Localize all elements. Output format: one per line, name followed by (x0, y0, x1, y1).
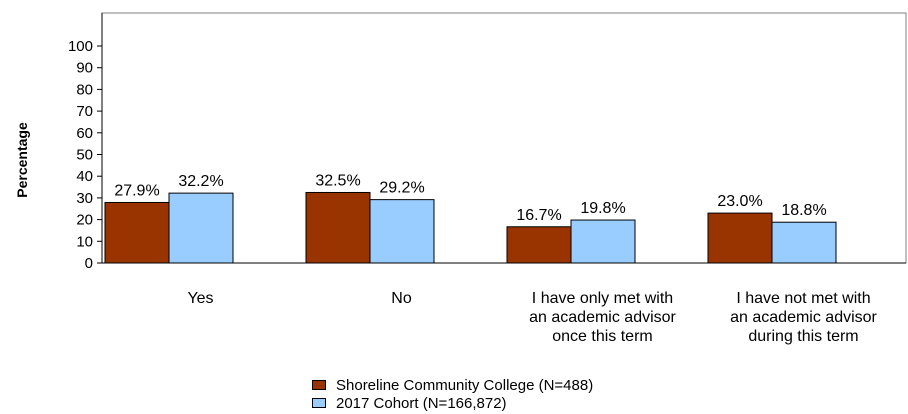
x-category-label-4: I have not met with (736, 290, 870, 307)
data-label-1-1: 27.9% (114, 182, 159, 199)
bar-2-4 (771, 221, 837, 264)
x-category-label-3: once this term (552, 328, 652, 345)
legend-item-series-1: Shoreline Community College (N=488) (312, 376, 593, 394)
y-tick-label: 60 (76, 125, 93, 142)
x-category-label-3: I have only met with (532, 290, 673, 307)
x-category-label-3: an academic advisor (529, 309, 676, 326)
bar-1-2 (305, 191, 371, 264)
y-tick-label: 30 (76, 190, 93, 207)
y-tick-label: 90 (76, 60, 93, 77)
data-label-2-2: 29.2% (379, 180, 424, 197)
legend: Shoreline Community College (N=488) 2017… (312, 376, 593, 412)
y-tick-label: 70 (76, 103, 93, 120)
y-tick-label: 40 (76, 168, 93, 185)
data-label-2-3: 19.8% (580, 200, 625, 217)
y-tick-label: 80 (76, 81, 93, 98)
y-tick-label: 10 (76, 233, 93, 250)
data-label-2-1: 32.2% (178, 173, 223, 190)
bar-2-1 (168, 192, 234, 264)
y-tick-label: 100 (68, 38, 93, 55)
bar-2-2 (369, 199, 435, 264)
x-category-label-4: an academic advisor (730, 309, 877, 326)
bar-2-3 (570, 219, 636, 264)
legend-swatch-series-1 (312, 380, 326, 390)
data-label-1-4: 23.0% (717, 193, 762, 210)
x-category-label-4: during this term (748, 328, 858, 345)
data-label-1-3: 16.7% (516, 207, 561, 224)
legend-label-series-1: Shoreline Community College (N=488) (336, 376, 594, 394)
y-axis-label: Percentage (14, 122, 30, 198)
legend-item-series-2: 2017 Cohort (N=166,872) (312, 394, 593, 412)
y-axis-label-container: Percentage (2, 122, 42, 197)
y-tick-label: 20 (76, 212, 93, 229)
y-tick-label: 50 (76, 147, 93, 164)
bar-1-3 (506, 226, 572, 264)
data-label-1-2: 32.5% (315, 172, 360, 189)
y-tick-label: 0 (85, 255, 93, 272)
legend-swatch-series-2 (312, 398, 326, 408)
x-category-label-2: No (391, 290, 412, 307)
legend-label-series-2: 2017 Cohort (N=166,872) (336, 394, 507, 412)
x-category-label-1: Yes (187, 290, 213, 307)
data-label-2-4: 18.8% (781, 202, 826, 219)
bar-1-4 (707, 212, 773, 264)
bar-1-1 (104, 201, 170, 264)
